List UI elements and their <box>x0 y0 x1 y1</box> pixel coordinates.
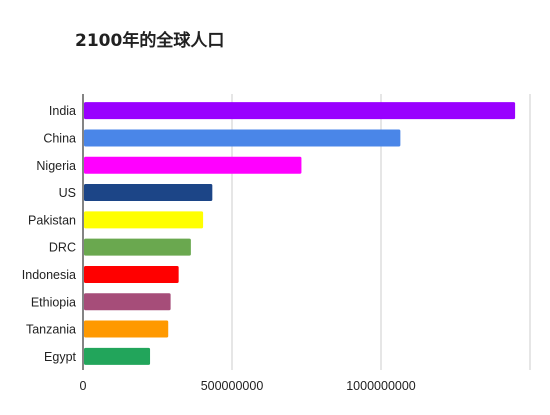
category-label-drc: DRC <box>49 241 76 255</box>
bar-egypt <box>84 347 151 365</box>
bar-nigeria <box>84 156 302 174</box>
bar-pakistan <box>84 211 204 229</box>
category-label-china: China <box>43 131 76 145</box>
bar-china <box>84 129 401 147</box>
bar-drc <box>84 238 191 256</box>
bar-ethiopia <box>84 293 171 311</box>
category-label-us: US <box>59 186 76 200</box>
category-label-egypt: Egypt <box>44 350 76 364</box>
category-label-india: India <box>49 104 76 118</box>
x-tick-label-2: 1000000000 <box>346 379 416 393</box>
bar-us <box>84 184 213 202</box>
x-tick-label-0: 0 <box>80 379 87 393</box>
bar-indonesia <box>84 265 179 283</box>
bar-tanzania <box>84 320 169 338</box>
chart-title: 2100年的全球人口 <box>75 31 225 51</box>
category-label-pakistan: Pakistan <box>28 213 76 227</box>
category-label-indonesia: Indonesia <box>22 268 76 282</box>
x-tick-label-1: 500000000 <box>201 379 264 393</box>
category-label-tanzania: Tanzania <box>26 323 76 337</box>
bar-india <box>84 102 516 120</box>
category-label-nigeria: Nigeria <box>36 159 76 173</box>
category-label-ethiopia: Ethiopia <box>31 295 76 309</box>
